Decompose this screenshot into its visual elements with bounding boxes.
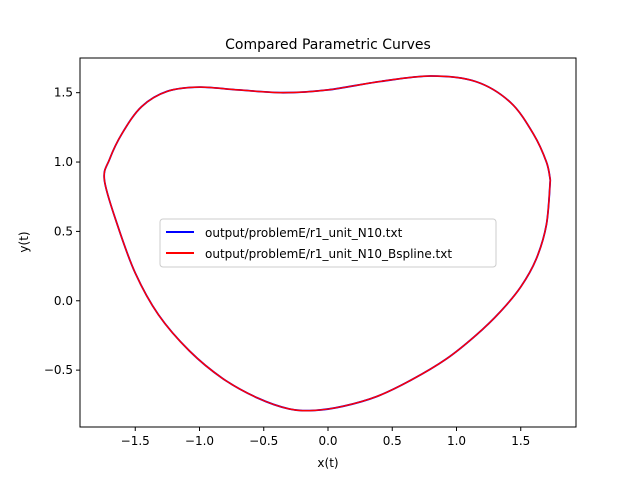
x-tick-label: 1.0 xyxy=(447,434,466,448)
y-tick-label: 1.5 xyxy=(54,86,73,100)
x-tick-label: −0.5 xyxy=(249,434,278,448)
x-tick-label: −1.5 xyxy=(121,434,150,448)
y-tick-label: 0.5 xyxy=(54,224,73,238)
legend-label-series-1: output/problemE/r1_unit_N10.txt xyxy=(205,226,403,240)
series-layer xyxy=(103,75,552,412)
series-line-2 xyxy=(103,75,552,412)
x-tick-label: 0.5 xyxy=(383,434,402,448)
x-tick-label: −1.0 xyxy=(185,434,214,448)
y-tick-label: 1.0 xyxy=(54,155,73,169)
x-tick-label: 0.0 xyxy=(318,434,337,448)
y-tick-label: −0.5 xyxy=(44,363,73,377)
chart-title: Compared Parametric Curves xyxy=(225,37,431,53)
y-tick-label: 0.0 xyxy=(54,294,73,308)
x-axis-ticks: −1.5 −1.0 −0.5 0.0 0.5 1.0 1.5 xyxy=(121,427,530,448)
y-axis-ticks: −0.5 0.0 0.5 1.0 1.5 xyxy=(44,86,80,377)
x-tick-label: 1.5 xyxy=(511,434,530,448)
legend-label-series-2: output/problemE/r1_unit_N10_Bspline.txt xyxy=(205,247,452,261)
y-axis-label: y(t) xyxy=(17,231,31,252)
x-axis-label: x(t) xyxy=(317,456,338,470)
legend: output/problemE/r1_unit_N10.txt output/p… xyxy=(159,218,497,268)
legend-box xyxy=(159,218,497,268)
